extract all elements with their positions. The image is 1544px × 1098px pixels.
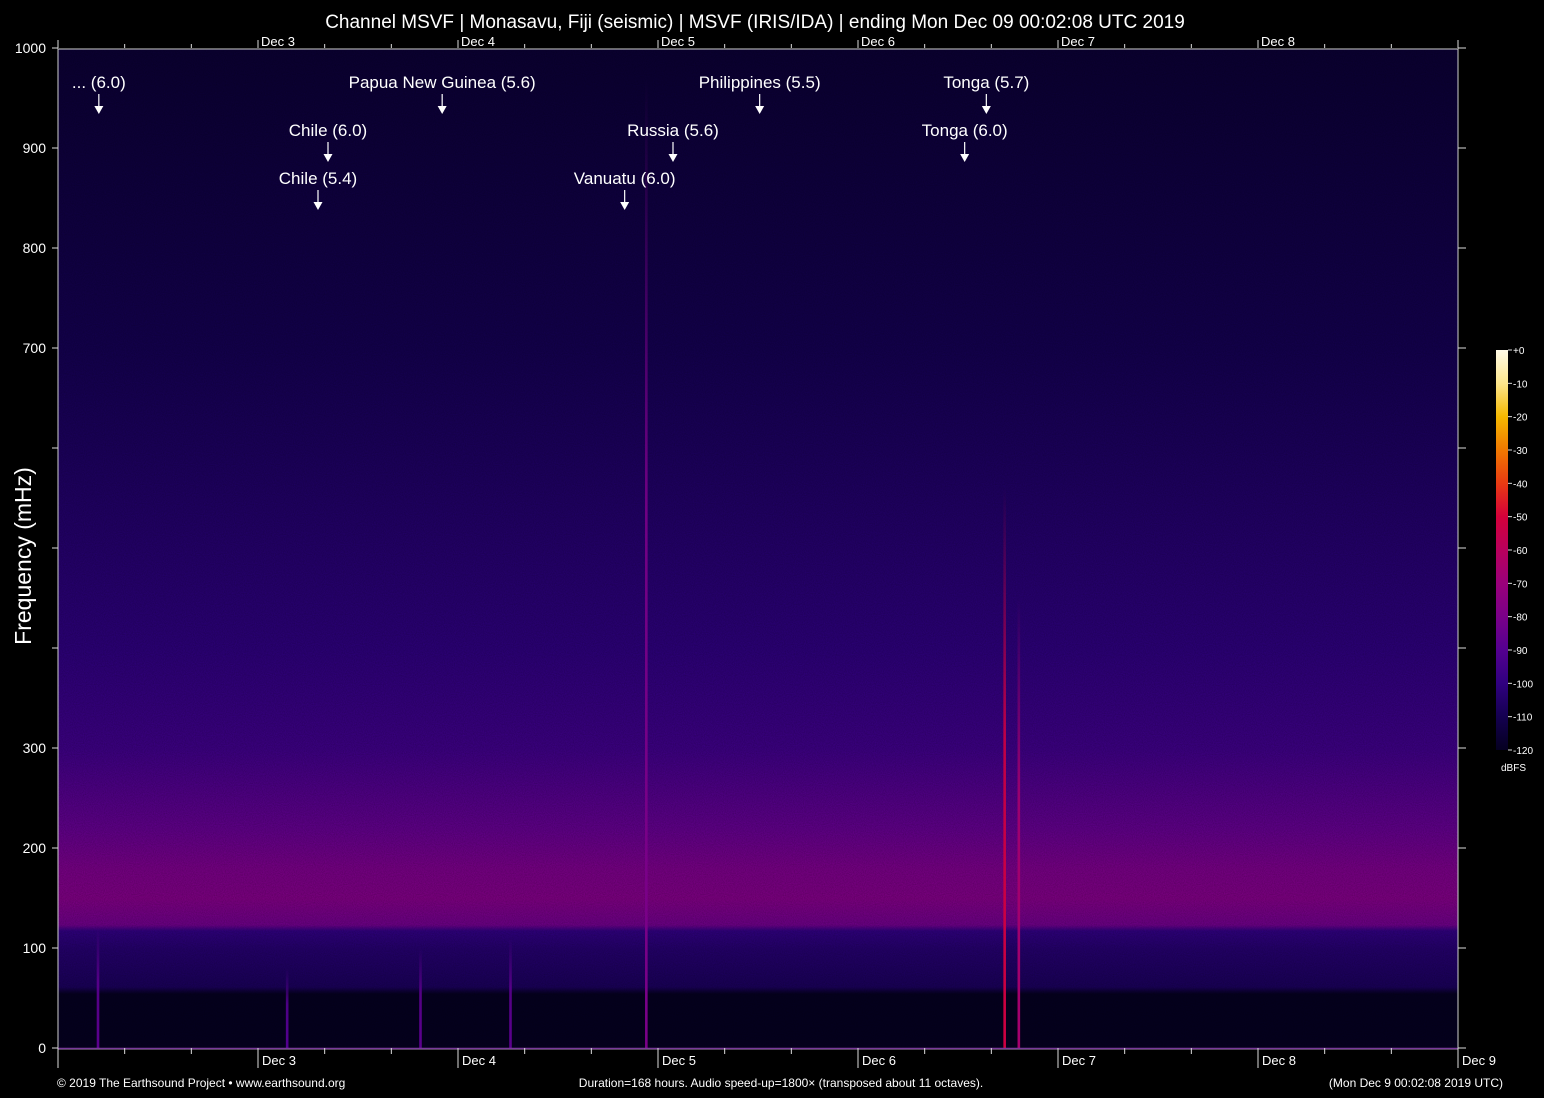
- event-label: Papua New Guinea (5.6): [349, 73, 536, 92]
- event-streak: [645, 78, 648, 1048]
- colorbar-unit: dBFS: [1501, 763, 1526, 774]
- date-label-top: Dec 6: [861, 34, 895, 49]
- colorbar-tick-label: -90: [1513, 646, 1528, 657]
- colorbar-tick-label: -10: [1513, 379, 1528, 390]
- colorbar-tick-label: +0: [1513, 346, 1525, 357]
- y-tick-label: 300: [23, 740, 47, 756]
- spectrogram-grain: [58, 49, 1458, 1049]
- colorbar-tick-label: -110: [1513, 713, 1533, 724]
- colorbar-tick-label: -40: [1513, 479, 1528, 490]
- event-streaks: [96, 78, 1021, 1048]
- x-axis-bottom: Dec 3 Dec 4 Dec 5 Dec 6 Dec 7 Dec 8 Dec 9: [57, 1048, 1496, 1068]
- y-tick-label: 0: [38, 1040, 46, 1056]
- date-label-bottom: Dec 5: [662, 1053, 696, 1068]
- event-streak: [1017, 598, 1021, 1048]
- event-arrow-head: [313, 202, 323, 210]
- y-axis-label: Frequency (mHz): [10, 467, 36, 645]
- event-arrow-head: [94, 106, 104, 114]
- event-streak: [509, 938, 512, 1048]
- footer-end-time: (Mon Dec 9 00:02:08 2019 UTC): [1329, 1076, 1503, 1090]
- date-label-top: Dec 8: [1261, 34, 1295, 49]
- event-label: Chile (5.4): [279, 169, 357, 188]
- event-streak: [419, 948, 422, 1048]
- colorbar-tick-label: -100: [1513, 679, 1533, 690]
- y-tick-label: 1000: [15, 40, 46, 56]
- date-label-bottom: Dec 8: [1262, 1053, 1296, 1068]
- event-arrow-head: [960, 154, 970, 162]
- date-label-bottom: Dec 4: [462, 1053, 496, 1068]
- chart-title: Channel MSVF | Monasavu, Fiji (seismic) …: [325, 12, 1185, 33]
- y-tick-label: 100: [23, 940, 47, 956]
- event-annotations: ... (6.0) Papua New Guinea (5.6) Philippin…: [72, 73, 1029, 210]
- date-label-top: Dec 5: [661, 34, 695, 49]
- date-label-top: Dec 7: [1061, 34, 1095, 49]
- y-tick-label: 900: [23, 140, 47, 156]
- colorbar: +0 -10 -20 -30 -40 -50 -60 -70 -80 -90 -100 -110 -12…: [1496, 346, 1533, 774]
- x-axis-top: Dec 3 Dec 4 Dec 5 Dec 6 Dec 7 Dec 8: [57, 34, 1459, 49]
- date-label-bottom: Dec 3: [262, 1053, 296, 1068]
- event-label: Philippines (5.5): [699, 73, 821, 92]
- event-streak: [1003, 488, 1006, 1048]
- footer-duration: Duration=168 hours. Audio speed-up=1800×…: [579, 1076, 983, 1090]
- colorbar-tick-label: -120: [1513, 746, 1533, 757]
- event-label: ... (6.0): [72, 73, 126, 92]
- colorbar-tick-label: -60: [1513, 546, 1528, 557]
- event-label: Russia (5.6): [627, 121, 719, 140]
- event-arrow-head: [323, 154, 333, 162]
- colorbar-tick-label: -30: [1513, 446, 1528, 457]
- event-arrow-head: [437, 106, 447, 114]
- event-arrow-head: [981, 106, 991, 114]
- event-streak: [285, 968, 289, 1048]
- date-label-bottom: Dec 9: [1462, 1053, 1496, 1068]
- colorbar-tick-label: -20: [1513, 413, 1528, 424]
- colorbar-swatch: [1496, 350, 1508, 750]
- date-label-top: Dec 3: [261, 34, 295, 49]
- footer-copyright: © 2019 The Earthsound Project • www.eart…: [57, 1076, 345, 1090]
- colorbar-tick-label: -50: [1513, 513, 1528, 524]
- colorbar-tick-label: -80: [1513, 613, 1528, 624]
- y-tick-label: 800: [23, 240, 47, 256]
- date-label-bottom: Dec 6: [862, 1053, 896, 1068]
- event-label: Vanuatu (6.0): [574, 169, 676, 188]
- event-arrow-head: [620, 202, 630, 210]
- y-tick-label: 700: [23, 340, 47, 356]
- colorbar-ticks: +0 -10 -20 -30 -40 -50 -60 -70 -80 -90 -100 -110 -12…: [1508, 346, 1533, 757]
- event-label: Tonga (5.7): [943, 73, 1029, 92]
- y-tick-label: 200: [23, 840, 47, 856]
- event-arrow-head: [755, 106, 765, 114]
- y-axis: 0 100 200 300 700 800 900 1000: [15, 40, 1466, 1056]
- plot-area: [57, 48, 1459, 1050]
- date-label-bottom: Dec 7: [1062, 1053, 1096, 1068]
- event-label: Tonga (6.0): [922, 121, 1008, 140]
- event-arrow-head: [668, 154, 678, 162]
- event-label: Chile (6.0): [289, 121, 367, 140]
- colorbar-tick-label: -70: [1513, 579, 1528, 590]
- event-streak: [96, 928, 100, 1048]
- date-label-top: Dec 4: [461, 34, 495, 49]
